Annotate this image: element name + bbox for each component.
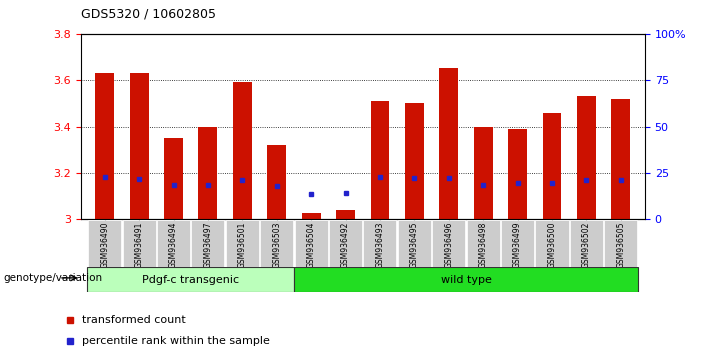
Text: percentile rank within the sample: percentile rank within the sample [82, 336, 270, 346]
FancyBboxPatch shape [501, 221, 534, 267]
FancyBboxPatch shape [570, 221, 603, 267]
Text: GSM936495: GSM936495 [410, 222, 419, 268]
FancyBboxPatch shape [226, 221, 259, 267]
Text: wild type: wild type [440, 275, 491, 285]
Text: GSM936503: GSM936503 [272, 222, 281, 268]
Text: GSM936496: GSM936496 [444, 222, 454, 268]
Bar [371, 101, 390, 219]
Text: GSM936500: GSM936500 [547, 222, 557, 268]
Bar [336, 210, 355, 219]
Bar [198, 127, 217, 219]
Bar [130, 73, 149, 219]
FancyBboxPatch shape [88, 221, 121, 267]
Text: GSM936498: GSM936498 [479, 222, 488, 268]
Text: GDS5320 / 10602805: GDS5320 / 10602805 [81, 8, 216, 21]
FancyBboxPatch shape [260, 221, 293, 267]
Text: GSM936505: GSM936505 [616, 222, 625, 268]
FancyBboxPatch shape [467, 221, 500, 267]
Text: GSM936493: GSM936493 [376, 222, 384, 268]
FancyBboxPatch shape [536, 221, 569, 267]
Bar [164, 138, 183, 219]
Bar [543, 113, 562, 219]
Bar [405, 103, 424, 219]
FancyBboxPatch shape [191, 221, 224, 267]
Text: GSM936492: GSM936492 [341, 222, 350, 268]
Bar [95, 73, 114, 219]
Bar [267, 145, 286, 219]
Text: GSM936502: GSM936502 [582, 222, 591, 268]
FancyBboxPatch shape [294, 267, 638, 292]
FancyBboxPatch shape [604, 221, 637, 267]
Bar [611, 99, 630, 219]
Text: GSM936499: GSM936499 [513, 222, 522, 268]
Bar [233, 82, 252, 219]
Text: genotype/variation: genotype/variation [4, 273, 102, 283]
Text: GSM936504: GSM936504 [306, 222, 315, 268]
FancyBboxPatch shape [294, 221, 327, 267]
FancyBboxPatch shape [123, 221, 156, 267]
Text: GSM936490: GSM936490 [100, 222, 109, 268]
Bar [508, 129, 527, 219]
Text: GSM936501: GSM936501 [238, 222, 247, 268]
Bar [301, 212, 320, 219]
Bar [474, 127, 493, 219]
FancyBboxPatch shape [433, 221, 465, 267]
FancyBboxPatch shape [88, 267, 294, 292]
Bar [577, 96, 596, 219]
Text: Pdgf-c transgenic: Pdgf-c transgenic [142, 275, 239, 285]
Text: GSM936491: GSM936491 [135, 222, 144, 268]
FancyBboxPatch shape [363, 221, 397, 267]
FancyBboxPatch shape [329, 221, 362, 267]
FancyBboxPatch shape [398, 221, 431, 267]
Text: transformed count: transformed count [82, 315, 186, 325]
FancyBboxPatch shape [157, 221, 190, 267]
Text: GSM936494: GSM936494 [169, 222, 178, 268]
Bar [440, 68, 458, 219]
Text: GSM936497: GSM936497 [203, 222, 212, 268]
